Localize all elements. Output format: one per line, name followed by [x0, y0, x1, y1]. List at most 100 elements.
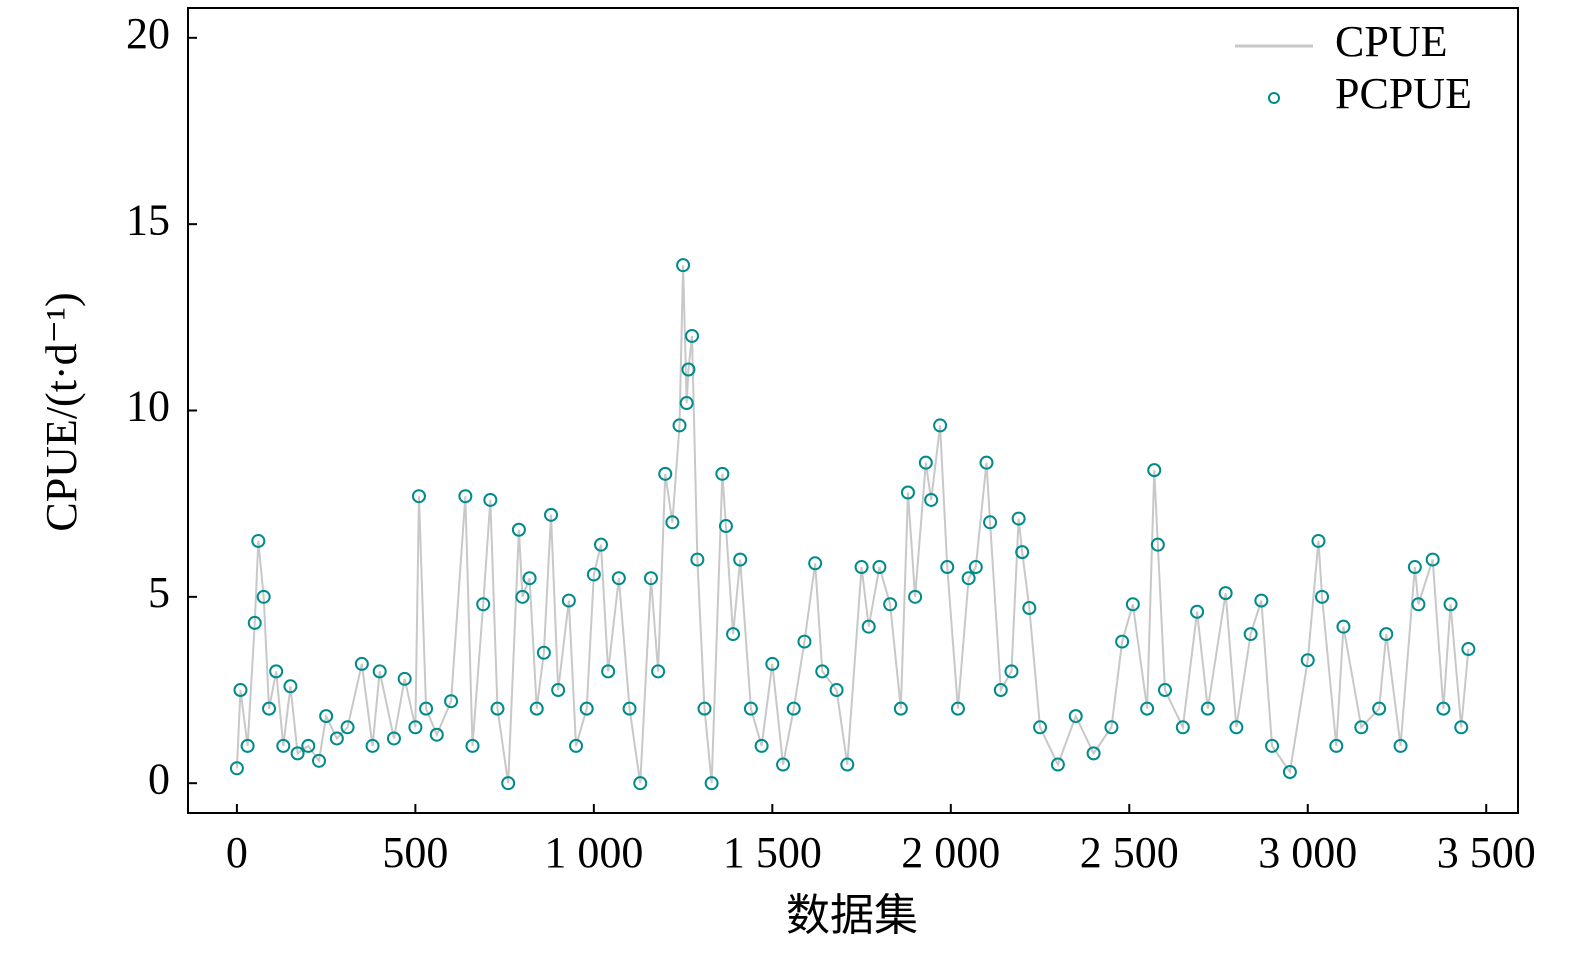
pcpue-marker: [569, 738, 584, 753]
pcpue-marker: [269, 664, 284, 679]
pcpue-marker: [961, 571, 976, 586]
pcpue-marker: [386, 731, 401, 746]
pcpue-marker: [365, 738, 380, 753]
pcpue-marker: [522, 571, 537, 586]
x-tick-label: 3 500: [1437, 828, 1536, 877]
pcpue-marker: [726, 627, 741, 642]
pcpue-marker: [765, 656, 780, 671]
pcpue-marker: [1140, 701, 1155, 716]
pcpue-marker: [918, 455, 933, 470]
pcpue-marker: [1329, 738, 1344, 753]
pcpue-marker: [1125, 597, 1140, 612]
pcpue-marker: [276, 738, 291, 753]
pcpue-marker: [797, 634, 812, 649]
pcpue-marker: [476, 597, 491, 612]
legend-marker: [1268, 92, 1280, 104]
pcpue-marker: [893, 701, 908, 716]
pcpue-marker: [319, 709, 334, 724]
y-tick-label: 0: [148, 754, 170, 803]
pcpue-marker: [685, 328, 700, 343]
pcpue-marker: [256, 589, 271, 604]
pcpue-marker: [1004, 664, 1019, 679]
pcpue-marker: [251, 533, 266, 548]
pcpue-marker: [444, 694, 459, 709]
pcpue-marker: [704, 776, 719, 791]
pcpue-marker: [301, 738, 316, 753]
pcpue-marker: [511, 522, 526, 537]
pcpue-marker: [429, 727, 444, 742]
pcpue-marker: [1022, 601, 1037, 616]
x-tick-label: 3 000: [1258, 828, 1357, 877]
pcpue-marker: [651, 664, 666, 679]
y-tick-label: 10: [126, 382, 170, 431]
pcpue-marker: [829, 683, 844, 698]
pcpue-marker: [1157, 683, 1172, 698]
pcpue-marker: [290, 746, 305, 761]
pcpue-marker: [1443, 597, 1458, 612]
pcpue-marker: [593, 537, 608, 552]
pcpue-marker: [1068, 709, 1083, 724]
pcpue-marker: [718, 519, 733, 534]
pcpue-marker: [419, 701, 434, 716]
pcpue-marker: [633, 776, 648, 791]
pcpue-marker: [465, 738, 480, 753]
pcpue-marker: [1411, 597, 1426, 612]
pcpue-marker: [861, 619, 876, 634]
pcpue-marker: [940, 560, 955, 575]
x-tick-label: 1 000: [544, 828, 643, 877]
pcpue-marker: [1393, 738, 1408, 753]
pcpue-marker: [672, 418, 687, 433]
x-axis-label: 数据集: [786, 891, 918, 940]
x-tick-label: 2 000: [901, 828, 1000, 877]
y-axis-label: CPUE/(t·d⁻¹): [37, 292, 86, 531]
plot-frame: [187, 7, 1519, 814]
pcpue-marker: [561, 593, 576, 608]
pcpue-marker: [233, 683, 248, 698]
pcpue-marker: [601, 664, 616, 679]
pcpue-marker: [579, 701, 594, 716]
pcpue-marker: [515, 589, 530, 604]
pcpue-marker: [643, 571, 658, 586]
pcpue-marker: [622, 701, 637, 716]
pcpue-marker: [247, 615, 262, 630]
pcpue-marker: [529, 701, 544, 716]
x-tick-label: 2 500: [1080, 828, 1179, 877]
pcpue-marker: [1425, 552, 1440, 567]
pcpue-marker: [586, 567, 601, 582]
pcpue-marker: [458, 489, 473, 504]
pcpue-marker: [854, 560, 869, 575]
pcpue-marker: [536, 645, 551, 660]
pcpue-marker: [544, 507, 559, 522]
pcpue-marker: [979, 455, 994, 470]
pcpue-marker: [840, 757, 855, 772]
pcpue-marker: [872, 560, 887, 575]
pcpue-marker: [665, 515, 680, 530]
pcpue-marker: [733, 552, 748, 567]
pcpue-marker: [900, 485, 915, 500]
pcpue-marker: [1300, 653, 1315, 668]
pcpue-marker: [697, 701, 712, 716]
legend-label: PCPUE: [1335, 69, 1472, 118]
pcpue-marker: [354, 656, 369, 671]
x-tick-label: 1 500: [723, 828, 822, 877]
pcpue-marker: [993, 683, 1008, 698]
pcpue-marker: [551, 683, 566, 698]
pcpue-marker: [883, 597, 898, 612]
pcpue-marker: [679, 396, 694, 411]
pcpue-marker: [1147, 463, 1162, 478]
pcpue-marker: [1190, 604, 1205, 619]
pcpue-marker: [658, 466, 673, 481]
pcpue-marker: [815, 664, 830, 679]
pcpue-marker: [1115, 634, 1130, 649]
pcpue-marker: [754, 738, 769, 753]
x-tick-label: 500: [382, 828, 448, 877]
pcpue-marker: [1372, 701, 1387, 716]
pcpue-marker: [1218, 586, 1233, 601]
pcpue-marker: [490, 701, 505, 716]
pcpue-marker: [411, 489, 426, 504]
pcpue-marker: [1436, 701, 1451, 716]
pcpue-marker: [1254, 593, 1269, 608]
pcpue-marker: [1354, 720, 1369, 735]
pcpue-marker: [1086, 746, 1101, 761]
pcpue-marker: [1015, 545, 1030, 560]
